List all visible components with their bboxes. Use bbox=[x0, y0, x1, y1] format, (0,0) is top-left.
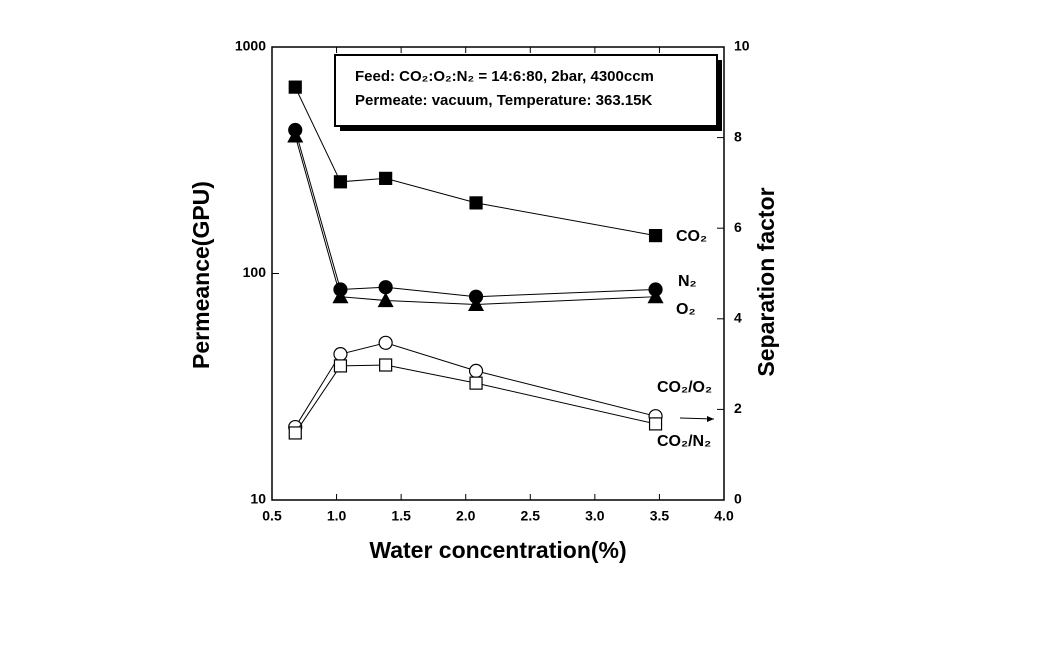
series-label: CO₂ bbox=[676, 228, 707, 245]
marker bbox=[333, 347, 348, 362]
y-axis-title: Permeance(GPU) bbox=[188, 181, 214, 369]
marker bbox=[648, 229, 663, 243]
y-tick-label: 1000 bbox=[235, 38, 266, 54]
x-tick-label: 3.0 bbox=[585, 508, 605, 524]
note-line: Permeate: vacuum, Temperature: 363.15K bbox=[355, 92, 653, 109]
y2-tick-label: 4 bbox=[734, 310, 742, 326]
y2-tick-label: 10 bbox=[734, 38, 750, 54]
x-axis-title: Water concentration(%) bbox=[369, 537, 626, 563]
marker bbox=[287, 127, 304, 143]
series-label: O₂ bbox=[676, 301, 696, 318]
x-tick-label: 0.5 bbox=[262, 508, 282, 524]
marker bbox=[469, 376, 483, 390]
y2-tick-label: 8 bbox=[734, 128, 742, 144]
x-tick-label: 1.5 bbox=[391, 508, 411, 524]
note-line: Feed: CO₂:O₂:N₂ = 14:6:80, 2bar, 4300ccm bbox=[355, 68, 654, 85]
marker bbox=[648, 417, 663, 431]
marker bbox=[378, 335, 393, 350]
y2-tick-label: 6 bbox=[734, 219, 742, 235]
label-arrowhead bbox=[707, 416, 714, 422]
note-box bbox=[334, 54, 718, 127]
marker bbox=[378, 280, 393, 295]
y2-tick-label: 0 bbox=[734, 491, 742, 507]
marker bbox=[333, 175, 348, 189]
y-tick-label: 10 bbox=[250, 491, 266, 507]
marker bbox=[288, 80, 302, 94]
series-label: N₂ bbox=[678, 273, 697, 290]
x-tick-label: 2.5 bbox=[521, 508, 541, 524]
marker bbox=[333, 359, 348, 373]
marker bbox=[377, 292, 394, 308]
x-tick-label: 1.0 bbox=[327, 508, 347, 524]
marker bbox=[647, 288, 664, 304]
y-tick-label: 100 bbox=[243, 264, 267, 280]
y2-tick-label: 2 bbox=[734, 400, 742, 416]
series-label: CO₂/N₂ bbox=[657, 433, 711, 450]
marker bbox=[379, 171, 393, 185]
y2-axis-title: Separation factor bbox=[753, 187, 779, 376]
marker bbox=[379, 358, 393, 372]
series-label: CO₂/O₂ bbox=[657, 379, 712, 396]
series-line bbox=[294, 129, 656, 298]
marker bbox=[468, 296, 485, 312]
marker bbox=[469, 196, 483, 210]
series-line bbox=[294, 135, 656, 305]
marker bbox=[288, 426, 302, 440]
x-tick-label: 2.0 bbox=[456, 508, 476, 524]
x-tick-label: 4.0 bbox=[714, 508, 734, 524]
x-tick-label: 3.5 bbox=[650, 508, 670, 524]
marker bbox=[332, 288, 349, 304]
marker bbox=[468, 363, 484, 378]
